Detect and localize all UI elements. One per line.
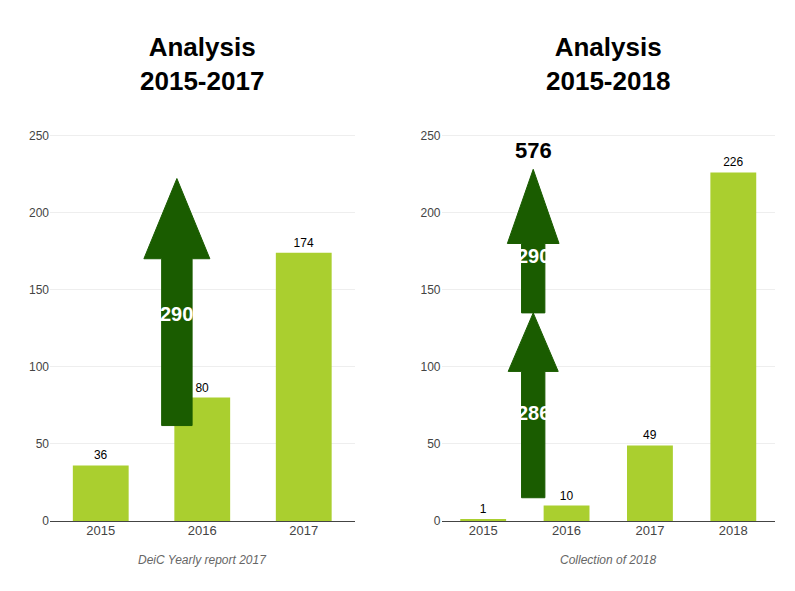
svg-text:200: 200 bbox=[420, 206, 440, 220]
svg-text:2015: 2015 bbox=[469, 523, 498, 538]
svg-text:80: 80 bbox=[195, 381, 209, 395]
svg-text:2016: 2016 bbox=[188, 523, 217, 538]
svg-text:200: 200 bbox=[29, 206, 49, 220]
svg-text:250: 250 bbox=[420, 129, 440, 143]
svg-text:226: 226 bbox=[723, 155, 743, 169]
svg-text:150: 150 bbox=[29, 283, 49, 297]
svg-text:2016: 2016 bbox=[552, 523, 581, 538]
svg-text:174: 174 bbox=[294, 236, 314, 250]
svg-text:2017: 2017 bbox=[289, 523, 318, 538]
svg-text:290: 290 bbox=[517, 245, 550, 267]
svg-text:0: 0 bbox=[434, 514, 441, 528]
svg-text:Collection of 2018: Collection of 2018 bbox=[560, 553, 656, 567]
svg-text:100: 100 bbox=[420, 360, 440, 374]
svg-text:2017: 2017 bbox=[635, 523, 664, 538]
svg-text:100: 100 bbox=[29, 360, 49, 374]
svg-text:1: 1 bbox=[480, 502, 487, 516]
svg-text:150: 150 bbox=[420, 283, 440, 297]
svg-text:0: 0 bbox=[42, 514, 49, 528]
svg-text:Analysis2015-2017: Analysis2015-2017 bbox=[140, 32, 264, 96]
svg-text:50: 50 bbox=[36, 437, 50, 451]
svg-text:2018: 2018 bbox=[719, 523, 748, 538]
svg-text:DeiC Yearly report 2017: DeiC Yearly report 2017 bbox=[138, 553, 267, 567]
svg-text:250: 250 bbox=[29, 129, 49, 143]
svg-text:Analysis2015-2018: Analysis2015-2018 bbox=[546, 32, 670, 96]
svg-text:49: 49 bbox=[643, 428, 657, 442]
svg-text:576: 576 bbox=[515, 138, 552, 163]
svg-text:50: 50 bbox=[427, 437, 441, 451]
svg-text:290: 290 bbox=[160, 303, 193, 325]
svg-text:10: 10 bbox=[560, 489, 574, 503]
svg-text:2015: 2015 bbox=[86, 523, 115, 538]
svg-text:286: 286 bbox=[517, 402, 550, 424]
svg-text:36: 36 bbox=[94, 448, 108, 462]
